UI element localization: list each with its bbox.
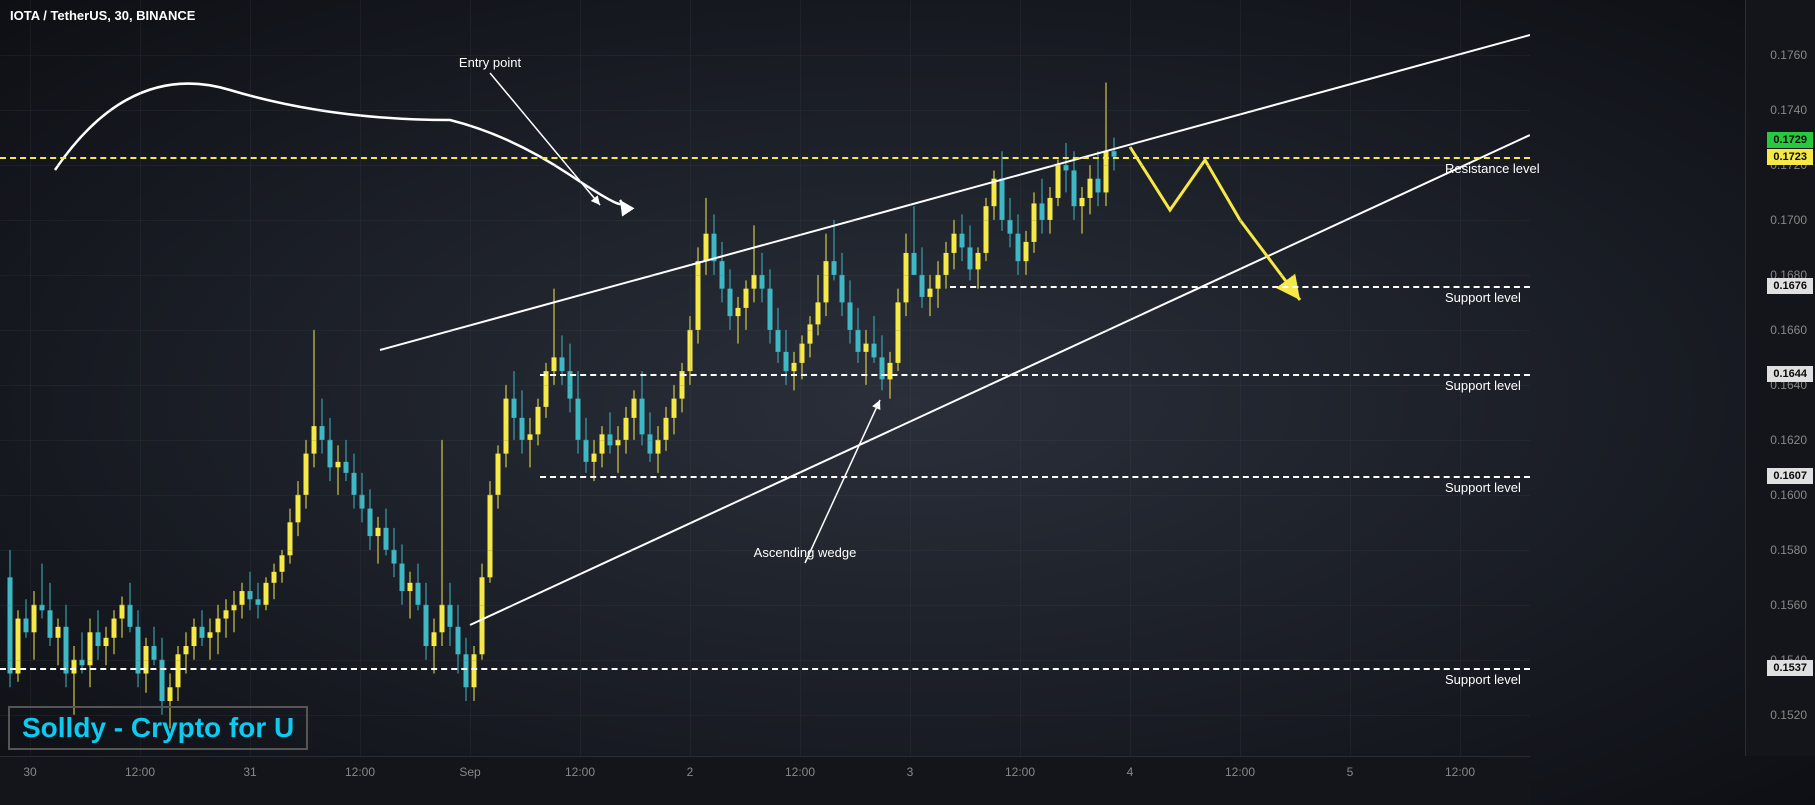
price-badge: 0.1676 xyxy=(1767,278,1813,294)
x-tick: Sep xyxy=(459,765,480,779)
gridline-v xyxy=(800,0,801,756)
y-tick: 0.1660 xyxy=(1770,323,1807,337)
x-tick: 12:00 xyxy=(1005,765,1035,779)
level-line xyxy=(0,157,1530,159)
level-line xyxy=(950,286,1530,288)
level-line xyxy=(540,374,1530,376)
y-tick: 0.1560 xyxy=(1770,598,1807,612)
gridline-h xyxy=(0,440,1530,441)
watermark: Solldy - Crypto for U xyxy=(8,706,308,750)
price-badge: 0.1729 xyxy=(1767,132,1813,148)
y-tick: 0.1760 xyxy=(1770,48,1807,62)
gridline-v xyxy=(1240,0,1241,756)
gridline-v xyxy=(250,0,251,756)
level-label: Support level xyxy=(1445,378,1521,393)
gridline-v xyxy=(690,0,691,756)
y-tick: 0.1580 xyxy=(1770,543,1807,557)
price-badge: 0.1607 xyxy=(1767,468,1813,484)
chart-title: IOTA / TetherUS, 30, BINANCE xyxy=(10,8,195,23)
price-badge: 0.1723 xyxy=(1767,149,1813,165)
y-tick: 0.1600 xyxy=(1770,488,1807,502)
gridline-h xyxy=(0,660,1530,661)
price-badge: 0.1537 xyxy=(1767,660,1813,676)
y-tick: 0.1520 xyxy=(1770,708,1807,722)
gridline-h xyxy=(0,605,1530,606)
y-tick: 0.1740 xyxy=(1770,103,1807,117)
x-tick: 12:00 xyxy=(345,765,375,779)
gridline-v xyxy=(910,0,911,756)
annotation-text: Entry point xyxy=(459,55,521,70)
x-tick: 12:00 xyxy=(565,765,595,779)
gridline-h xyxy=(0,495,1530,496)
level-line xyxy=(0,668,1530,670)
gridline-h xyxy=(0,110,1530,111)
level-line xyxy=(540,476,1530,478)
gridline-v xyxy=(1130,0,1131,756)
gridline-v xyxy=(360,0,361,756)
gridline-h xyxy=(0,165,1530,166)
gridline-v xyxy=(30,0,31,756)
price-badge: 0.1644 xyxy=(1767,366,1813,382)
gridline-h xyxy=(0,55,1530,56)
annotation-text: Ascending wedge xyxy=(754,545,857,560)
gridline-h xyxy=(0,330,1530,331)
x-tick: 3 xyxy=(907,765,914,779)
gridline-h xyxy=(0,385,1530,386)
x-tick: 4 xyxy=(1127,765,1134,779)
gridline-h xyxy=(0,275,1530,276)
y-tick: 0.1620 xyxy=(1770,433,1807,447)
x-tick: 12:00 xyxy=(1225,765,1255,779)
level-label: Support level xyxy=(1445,480,1521,495)
gridline-v xyxy=(580,0,581,756)
gridline-v xyxy=(140,0,141,756)
x-tick: 31 xyxy=(243,765,256,779)
gridline-h xyxy=(0,220,1530,221)
gridline-v xyxy=(1350,0,1351,756)
chart-area[interactable]: Resistance levelSupport levelSupport lev… xyxy=(0,0,1530,756)
x-tick: 12:00 xyxy=(125,765,155,779)
gridline-v xyxy=(470,0,471,756)
candles-svg xyxy=(0,0,1530,756)
gridline-v xyxy=(1020,0,1021,756)
y-tick: 0.1700 xyxy=(1770,213,1807,227)
y-axis: 0.15200.15400.15600.15800.16000.16200.16… xyxy=(1745,0,1815,756)
level-label: Support level xyxy=(1445,672,1521,687)
level-label: Resistance level xyxy=(1445,161,1540,176)
x-tick: 2 xyxy=(687,765,694,779)
x-tick: 12:00 xyxy=(1445,765,1475,779)
level-label: Support level xyxy=(1445,290,1521,305)
x-tick: 30 xyxy=(23,765,36,779)
x-tick: 5 xyxy=(1347,765,1354,779)
x-tick: 12:00 xyxy=(785,765,815,779)
x-axis: 30 12:00 31 12:00 Sep 12:00 2 12:00 3 12:00 4 12:00… xyxy=(0,756,1530,805)
